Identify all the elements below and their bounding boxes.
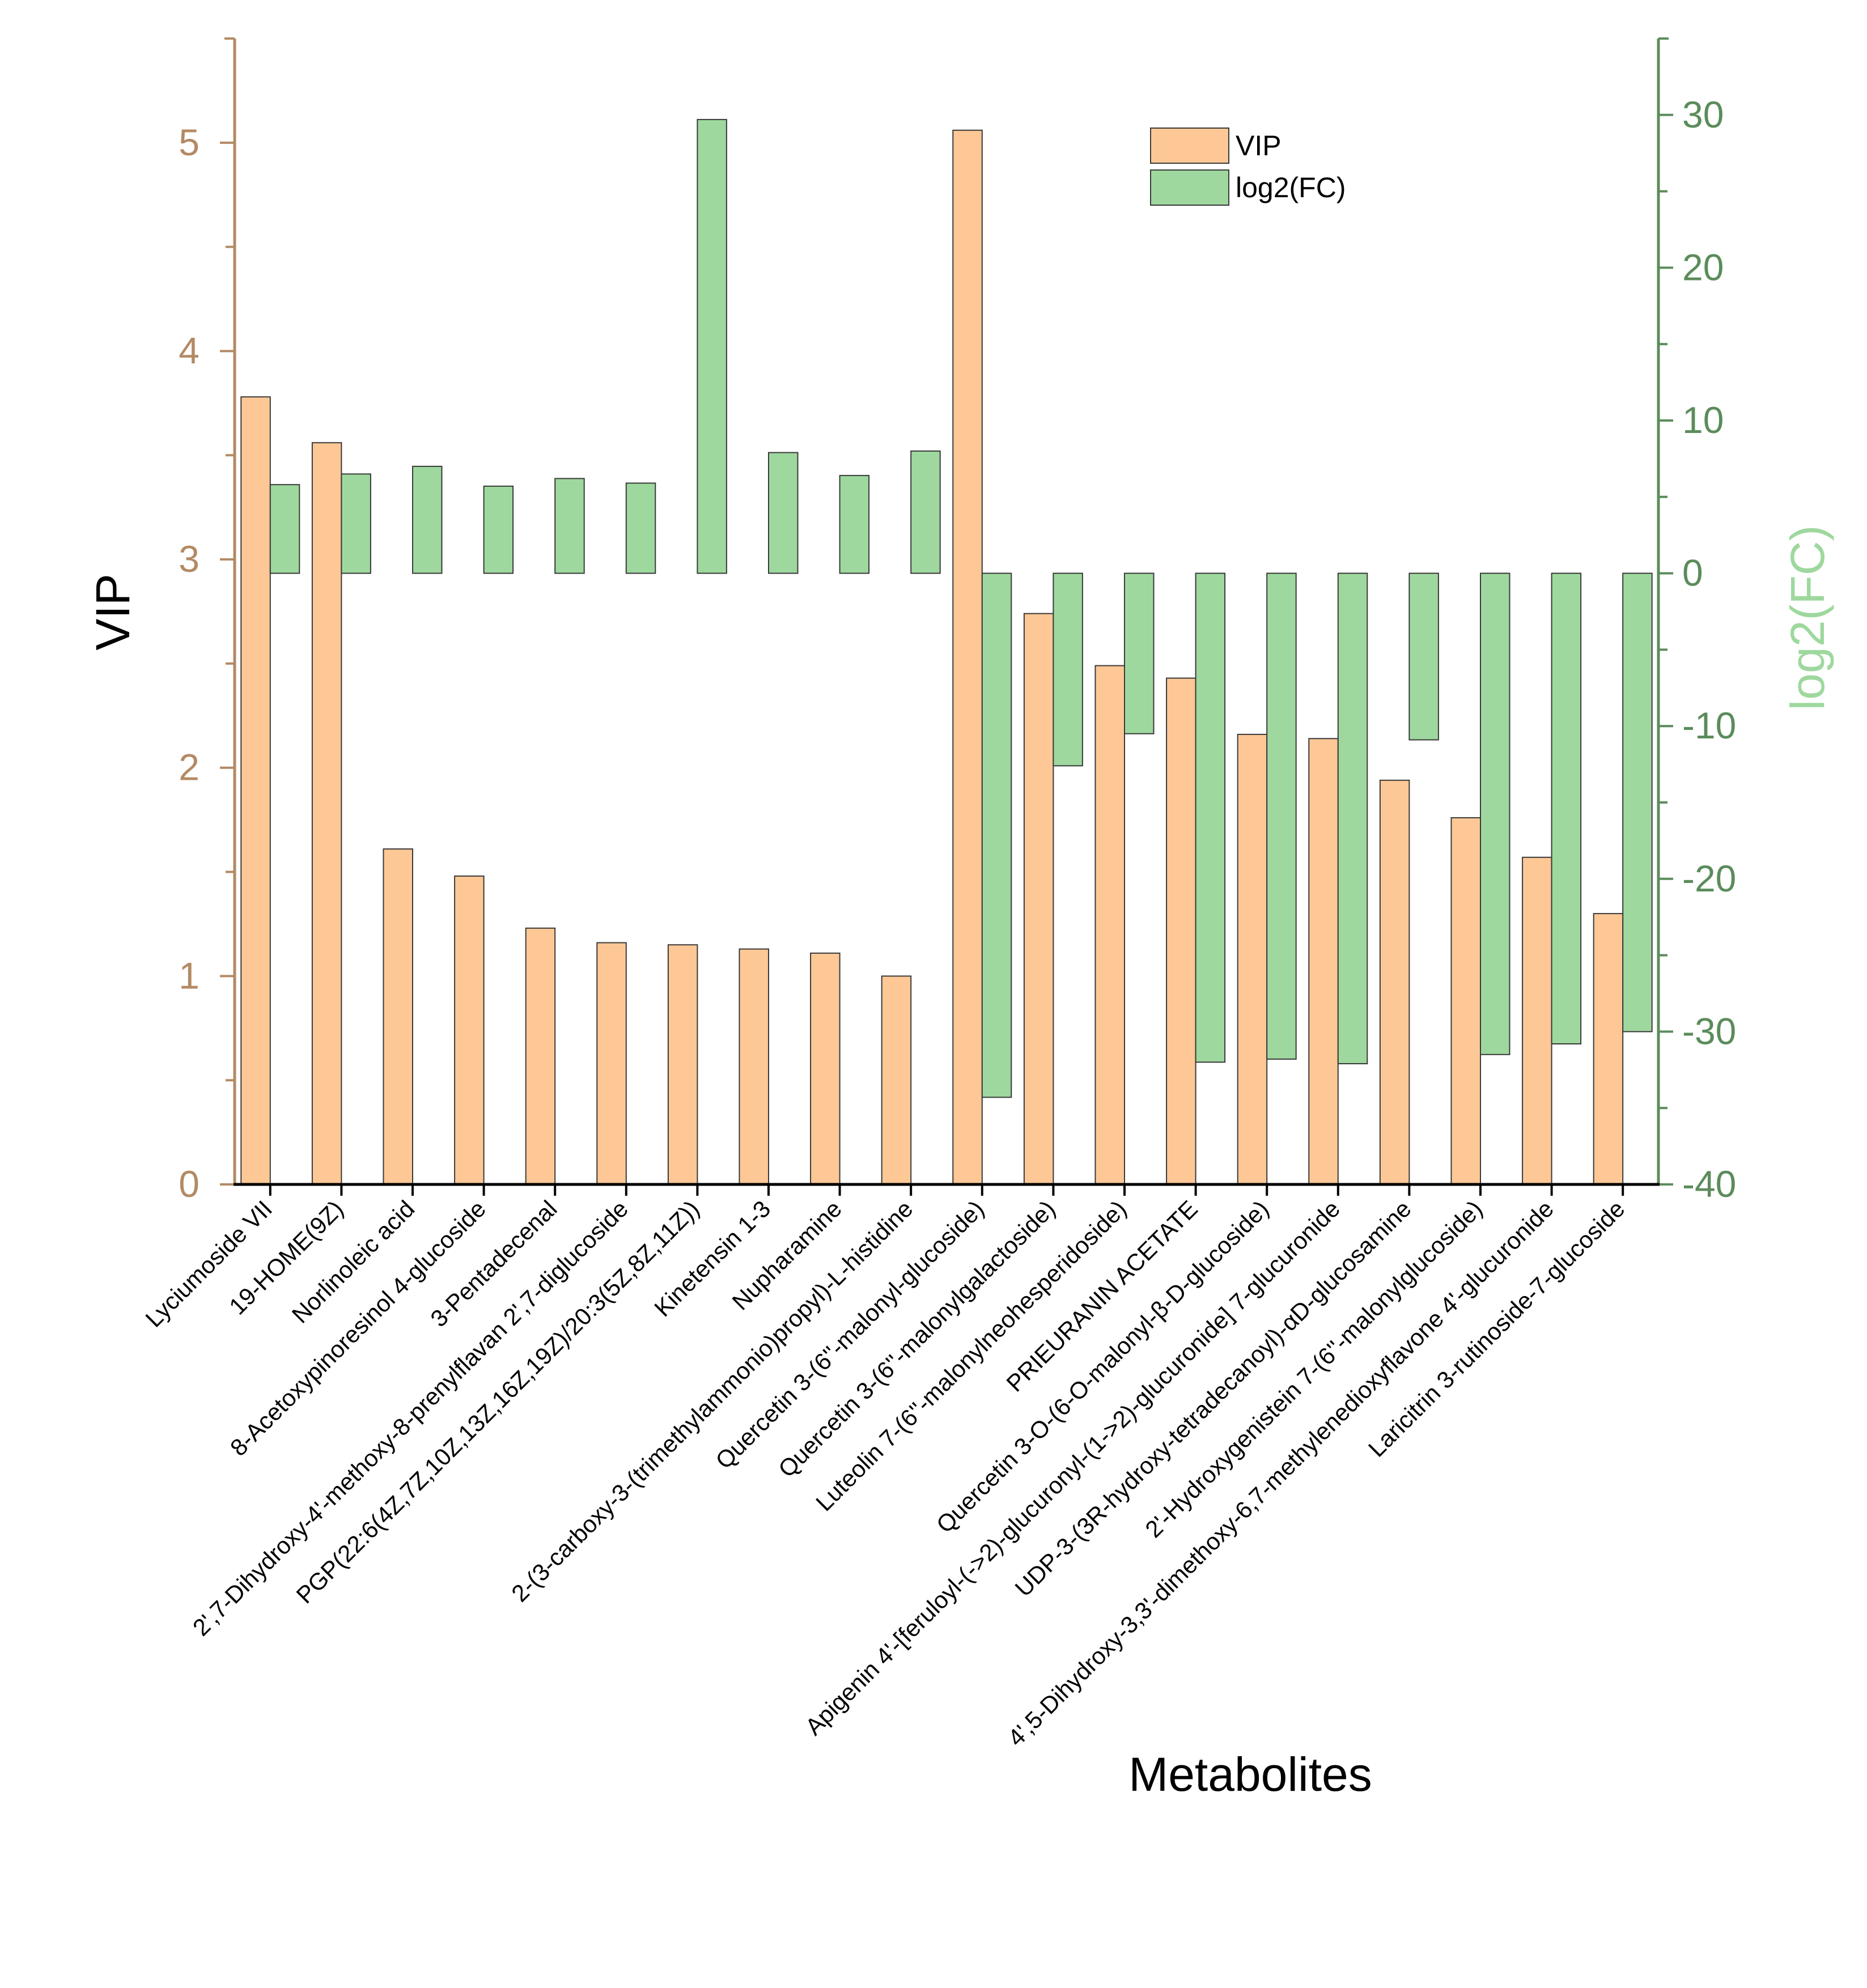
x-tick-label: Apigenin 4'-[feruloyl-(->2)-glucuronyl-(… bbox=[800, 1195, 1345, 1740]
vip-bars bbox=[240, 129, 1624, 1186]
right-tick-label: -30 bbox=[1682, 1010, 1736, 1052]
x-tick-label: 8-Acetoxypinoresinol 4-glucoside bbox=[225, 1195, 491, 1461]
y-axis-title: VIP bbox=[86, 574, 139, 650]
log2fc-bar bbox=[1124, 572, 1155, 734]
left-tick-label: 3 bbox=[179, 538, 200, 580]
vip-bar bbox=[1450, 817, 1481, 1185]
left-tick-label: 2 bbox=[179, 746, 200, 788]
log2fc-bar bbox=[483, 485, 514, 574]
vip-bar bbox=[1593, 913, 1624, 1185]
left-tick-label: 4 bbox=[179, 329, 200, 371]
right-tick-label: -20 bbox=[1682, 857, 1736, 899]
left-tick-label: 0 bbox=[179, 1163, 200, 1205]
vip-bar bbox=[454, 875, 485, 1185]
left-y-axis: 0 1 2 3 4 5 bbox=[179, 37, 236, 1205]
vip-bar bbox=[1522, 856, 1552, 1186]
vip-bar bbox=[881, 975, 912, 1186]
log2fc-bar bbox=[1408, 572, 1439, 741]
vip-bar bbox=[810, 952, 841, 1186]
log2fc-bar bbox=[269, 484, 300, 574]
vip-bar bbox=[1379, 779, 1410, 1186]
vip-bar bbox=[596, 942, 627, 1185]
right-tick-label: -40 bbox=[1682, 1163, 1736, 1205]
vip-bar bbox=[240, 396, 271, 1185]
log2fc-bar bbox=[981, 572, 1012, 1098]
left-tick-label: 1 bbox=[179, 954, 200, 996]
legend-swatch-log2fc bbox=[1150, 169, 1229, 206]
vip-bar bbox=[667, 944, 698, 1185]
x-axis bbox=[234, 1183, 1660, 1196]
legend-swatch-vip bbox=[1150, 128, 1229, 164]
vip-bar bbox=[952, 129, 983, 1185]
vip-bar bbox=[1308, 738, 1339, 1186]
log2fc-bar bbox=[625, 482, 656, 574]
vip-bar bbox=[1023, 613, 1054, 1185]
legend-label-vip: VIP bbox=[1236, 130, 1282, 162]
right-tick-label: 10 bbox=[1682, 399, 1724, 441]
vip-bar bbox=[739, 948, 769, 1185]
log2fc-bar bbox=[839, 475, 870, 574]
x-tick-label: Lyciumoside VII bbox=[140, 1195, 277, 1332]
right-tick-label: 20 bbox=[1682, 246, 1724, 288]
x-tick-label: 3-Pentadecenal bbox=[425, 1195, 562, 1332]
right-tick-label: 30 bbox=[1682, 94, 1724, 135]
right-y-axis: -40 -30 -20 -10 0 10 20 30 bbox=[1657, 37, 1736, 1205]
log2fc-bar bbox=[1337, 572, 1368, 1064]
log2fc-bar bbox=[1195, 572, 1226, 1063]
log2fc-bar bbox=[412, 465, 443, 574]
legend-label-log2fc: log2(FC) bbox=[1236, 172, 1346, 203]
x-tick-label: Quercetin 3-O-(6-O-malonyl-β-D-glucoside… bbox=[931, 1195, 1274, 1538]
y2-axis-title: log2(FC) bbox=[1781, 525, 1834, 711]
log2fc-bar bbox=[697, 118, 727, 574]
vip-bar bbox=[1094, 665, 1125, 1185]
log2fc-bar bbox=[1551, 572, 1582, 1044]
log2fc-bar bbox=[554, 478, 585, 574]
vip-bar bbox=[383, 848, 413, 1185]
log2fc-bar bbox=[910, 450, 941, 574]
vip-bar bbox=[525, 927, 556, 1186]
vip-bar bbox=[1237, 733, 1268, 1185]
log2fc-bars bbox=[269, 118, 1653, 1098]
right-tick-label: -10 bbox=[1682, 704, 1736, 746]
vip-bar bbox=[1166, 677, 1196, 1185]
log2fc-bar bbox=[1053, 572, 1083, 767]
log2fc-bar bbox=[1480, 572, 1510, 1055]
right-tick-label: 0 bbox=[1682, 552, 1703, 594]
x-tick-label: 4',5-Dihydroxy-3,3'-dimethoxy-6,7-methyl… bbox=[1003, 1195, 1559, 1751]
left-tick-label: 5 bbox=[179, 121, 200, 163]
vip-bar bbox=[311, 442, 342, 1186]
log2fc-bar bbox=[1622, 572, 1653, 1033]
x-axis-title: Metabolites bbox=[1128, 1748, 1372, 1801]
log2fc-bar bbox=[1266, 572, 1297, 1060]
x-tick-label: 2'-Hydroxygenistein 7-(6''-malonylglucos… bbox=[1140, 1195, 1487, 1543]
log2fc-bar bbox=[341, 473, 371, 574]
x-tick-label: Laricitrin 3-rutinoside-7-glucoside bbox=[1363, 1195, 1630, 1462]
legend: VIP log2(FC) bbox=[1150, 128, 1346, 206]
log2fc-bar bbox=[768, 452, 799, 574]
x-tick-label: Norlinoleic acid bbox=[287, 1195, 420, 1328]
